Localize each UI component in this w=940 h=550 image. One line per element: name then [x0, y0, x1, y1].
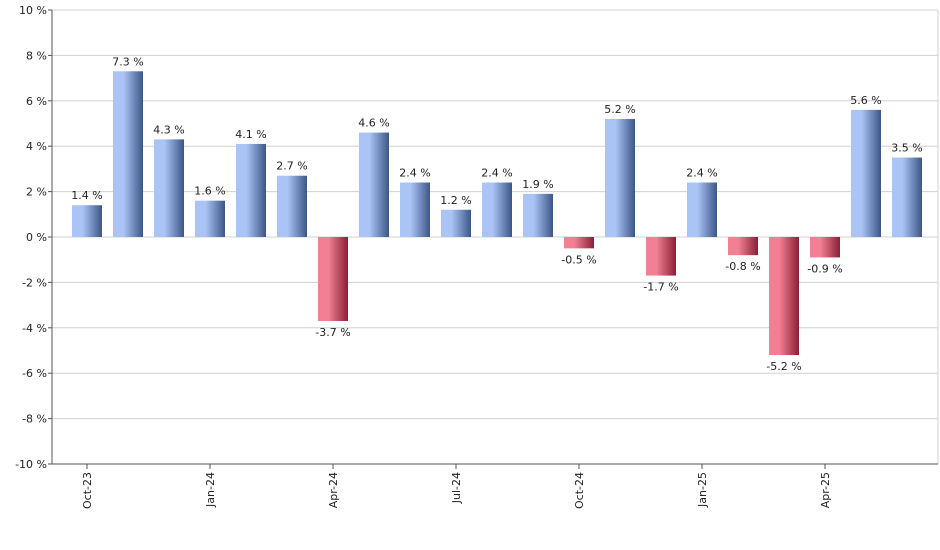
y-tick-label: -10 %	[15, 458, 47, 471]
x-tick-label: Oct-23	[81, 472, 94, 509]
bar-Mar-25	[769, 237, 799, 356]
data-label: 4.3 %	[153, 123, 184, 136]
bar-May-25	[851, 109, 881, 237]
data-label: -0.5 %	[561, 253, 596, 266]
bar-Aug-24	[482, 182, 512, 237]
bar-Apr-25	[810, 237, 840, 258]
x-tick-label: Jan-24	[204, 472, 217, 508]
bar-Oct-23	[72, 205, 102, 237]
y-tick-label: 0 %	[26, 231, 47, 244]
data-label: -3.7 %	[315, 326, 350, 339]
data-label: 4.1 %	[235, 128, 266, 141]
y-tick-label: -6 %	[22, 367, 47, 380]
data-label: 2.7 %	[276, 160, 307, 173]
bar-Jan-24	[195, 200, 225, 237]
x-tick-label: Jul-24	[450, 472, 463, 504]
y-tick-label: -2 %	[22, 276, 47, 289]
labels: 10 % 8 % 6 % 4 % 2 % 0 % -2 % -4 % -6 % -8 % -10 %…	[15, 4, 923, 509]
bar-Mar-24	[277, 175, 307, 237]
data-label: 7.3 %	[112, 55, 143, 68]
bar-Jan-25	[687, 182, 717, 237]
bar-Sep-24	[523, 193, 553, 237]
bar-Dec-23	[154, 139, 184, 237]
y-tick-label: 6 %	[26, 95, 47, 108]
y-tick-label: 8 %	[26, 49, 47, 62]
data-label: -0.9 %	[807, 262, 842, 275]
y-tick-label: 4 %	[26, 140, 47, 153]
x-tick-label: Apr-25	[819, 472, 832, 508]
data-label: -1.7 %	[643, 281, 678, 294]
data-label: 3.5 %	[891, 142, 922, 155]
axes	[48, 9, 938, 469]
bar-May-24	[359, 132, 389, 237]
x-tick-label: Jan-25	[696, 472, 709, 508]
data-label: 2.4 %	[399, 167, 430, 180]
y-tick-label: -8 %	[22, 413, 47, 426]
bar-Feb-25	[728, 237, 758, 256]
data-label: 4.6 %	[358, 117, 389, 130]
bar-Jul-24	[441, 209, 471, 237]
data-label: 1.4 %	[71, 189, 102, 202]
bar-Nov-23	[113, 71, 143, 237]
bar-Jun-25	[892, 157, 922, 237]
y-tick-label: -4 %	[22, 322, 47, 335]
x-tick-label: Apr-24	[327, 472, 340, 508]
data-label: 5.6 %	[850, 94, 881, 107]
y-tick-label: 2 %	[26, 186, 47, 199]
x-tick-label: Oct-24	[573, 472, 586, 509]
data-label: 2.4 %	[481, 167, 512, 180]
bars	[72, 71, 922, 356]
data-label: -0.8 %	[725, 260, 760, 273]
bar-Nov-24	[605, 118, 635, 237]
bar-Apr-24	[318, 237, 348, 321]
bar-Jun-24	[400, 182, 430, 237]
bar-Dec-24	[646, 237, 676, 276]
y-tick-label: 10 %	[19, 4, 47, 17]
bar-Oct-24	[564, 237, 594, 249]
data-label: 1.9 %	[522, 178, 553, 191]
bar-Feb-24	[236, 143, 266, 237]
data-label: 1.2 %	[440, 194, 471, 207]
data-label: -5.2 %	[766, 360, 801, 373]
data-label: 2.4 %	[686, 167, 717, 180]
data-label: 1.6 %	[194, 185, 225, 198]
data-label: 5.2 %	[604, 103, 635, 116]
